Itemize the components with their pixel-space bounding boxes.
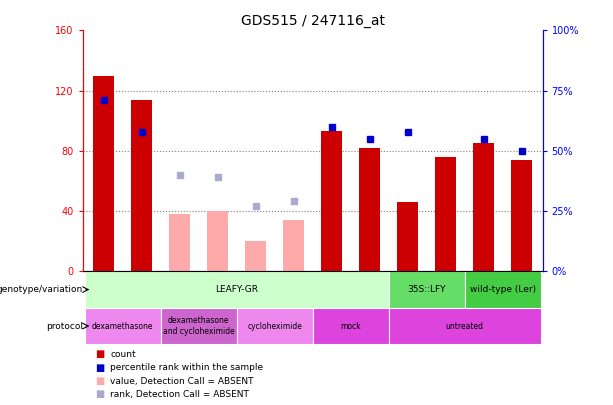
Text: 35S::LFY: 35S::LFY [408,285,446,294]
Text: ■: ■ [95,350,104,359]
Text: value, Detection Call = ABSENT: value, Detection Call = ABSENT [110,377,254,386]
Bar [389,308,541,344]
Bar [397,202,418,271]
Text: rank, Detection Call = ABSENT: rank, Detection Call = ABSENT [110,390,249,399]
Text: dexamethasone
and cycloheximide: dexamethasone and cycloheximide [163,316,235,336]
Text: untreated: untreated [446,322,484,330]
Bar [465,271,541,308]
Text: protocol: protocol [46,322,83,330]
Bar [389,271,465,308]
Bar [313,308,389,344]
Bar [85,271,389,308]
Bar [237,308,313,344]
Text: wild-type (Ler): wild-type (Ler) [470,285,536,294]
Bar [245,241,266,271]
Bar [511,160,532,271]
Text: cycloheximide: cycloheximide [247,322,302,330]
Text: percentile rank within the sample: percentile rank within the sample [110,363,264,372]
Text: LEAFY-GR: LEAFY-GR [215,285,258,294]
Title: GDS515 / 247116_at: GDS515 / 247116_at [241,14,384,28]
Bar [207,211,228,271]
Text: count: count [110,350,136,359]
Text: ■: ■ [95,390,104,399]
Bar [473,143,494,271]
Bar [359,148,380,271]
Bar [435,157,456,271]
Text: mock: mock [340,322,361,330]
Text: dexamethasone: dexamethasone [92,322,153,330]
Bar [93,76,114,271]
Text: genotype/variation: genotype/variation [0,285,83,294]
Text: ■: ■ [95,363,104,373]
Bar [321,131,342,271]
Bar [131,100,152,271]
Bar [85,308,161,344]
Bar [161,308,237,344]
Bar [169,214,190,271]
Text: ■: ■ [95,376,104,386]
Bar [283,220,304,271]
